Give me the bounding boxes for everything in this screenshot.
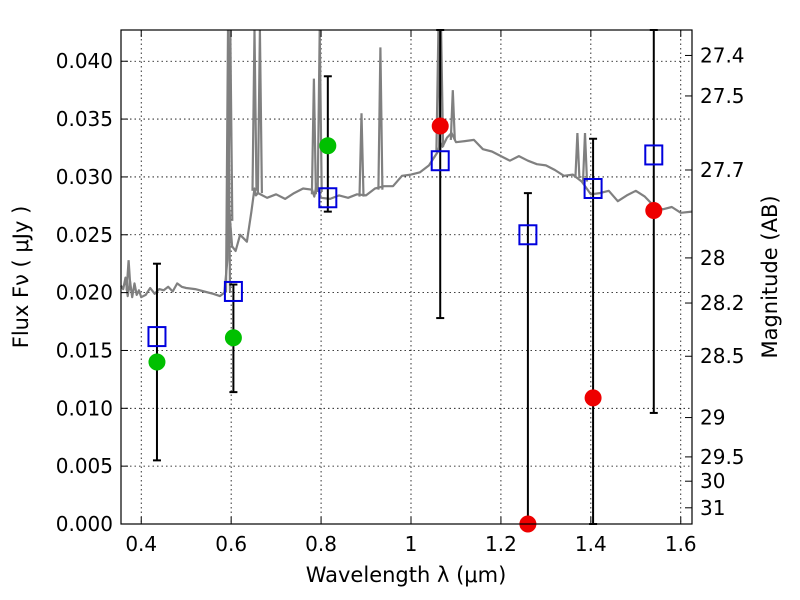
y-tick-label: 0.000 — [56, 512, 113, 536]
emission-line-spike — [377, 47, 384, 190]
emission-line-spike — [574, 132, 581, 179]
right-tick-label: 28.2 — [700, 291, 745, 315]
right-tick-label: 27.4 — [700, 43, 745, 67]
grid — [121, 30, 692, 525]
y-tick-label: 0.005 — [56, 454, 113, 478]
detection-point — [148, 353, 166, 371]
x-axis-label: Wavelength λ (μm) — [306, 563, 507, 587]
y-tick-label: 0.035 — [56, 107, 113, 131]
detection-point — [319, 137, 337, 155]
model-photometry-square — [223, 280, 243, 302]
x-tick-label: 0.6 — [215, 532, 247, 556]
right-tick-label: 28 — [700, 246, 725, 270]
right-tick-label: 29.5 — [700, 445, 745, 469]
model-photometry-square — [430, 150, 450, 172]
right-tick-label: 27.5 — [700, 84, 745, 108]
emission-line-spike — [316, 29, 323, 193]
x-tick-label: 1.4 — [575, 532, 607, 556]
x-tick-label: 1.6 — [665, 532, 697, 556]
model-photometry-square — [583, 177, 603, 199]
model-photometry-square — [147, 326, 167, 348]
x-tick-label: 1.2 — [485, 532, 517, 556]
model-photometry-square — [318, 187, 338, 209]
y-tick-label: 0.020 — [56, 281, 113, 305]
right-tick-label: 30 — [700, 469, 725, 493]
detection-point — [224, 329, 242, 347]
model-photometry-square — [644, 144, 664, 166]
emission-line-spike — [310, 78, 317, 195]
x-tick-label: 0.4 — [125, 532, 157, 556]
upper-limit-point — [645, 201, 663, 219]
y-tick-label: 0.030 — [56, 165, 113, 189]
emission-line-spike — [358, 113, 365, 197]
plot-frame — [120, 29, 693, 525]
right-tick-label: 27.7 — [700, 158, 745, 182]
spectrum-line — [120, 131, 693, 299]
axis-ticks: 0.4 0.6 0.8 1 1.2 1.4 1.6 0.000 0.005 0.010 0.015 0… — [56, 30, 745, 556]
x-tick-label: 1 — [405, 532, 418, 556]
y-tick-label: 0.025 — [56, 223, 113, 247]
spectrum-layer — [120, 29, 693, 299]
upper-limit-point — [584, 389, 602, 407]
right-tick-label: 31 — [700, 496, 725, 520]
upper-limit-point — [431, 117, 449, 135]
y-tick-label: 0.010 — [56, 396, 113, 420]
emission-line-spike — [251, 29, 258, 191]
emission-line-spike — [125, 260, 132, 291]
y-axis-label: Flux Fν ( μJy ) — [9, 206, 33, 349]
emission-line-spike — [581, 132, 589, 182]
y-tick-label: 0.040 — [56, 49, 113, 73]
data-markers — [147, 117, 664, 533]
y-axis-label-right: Magnitude (AB) — [758, 195, 782, 358]
emission-line-spike — [449, 90, 456, 140]
y-tick-label: 0.015 — [56, 338, 113, 362]
right-tick-label: 28.5 — [700, 344, 745, 368]
model-photometry-square — [518, 224, 538, 246]
x-tick-label: 0.8 — [305, 532, 337, 556]
right-tick-label: 29 — [700, 406, 725, 430]
emission-line-spike — [256, 29, 263, 194]
